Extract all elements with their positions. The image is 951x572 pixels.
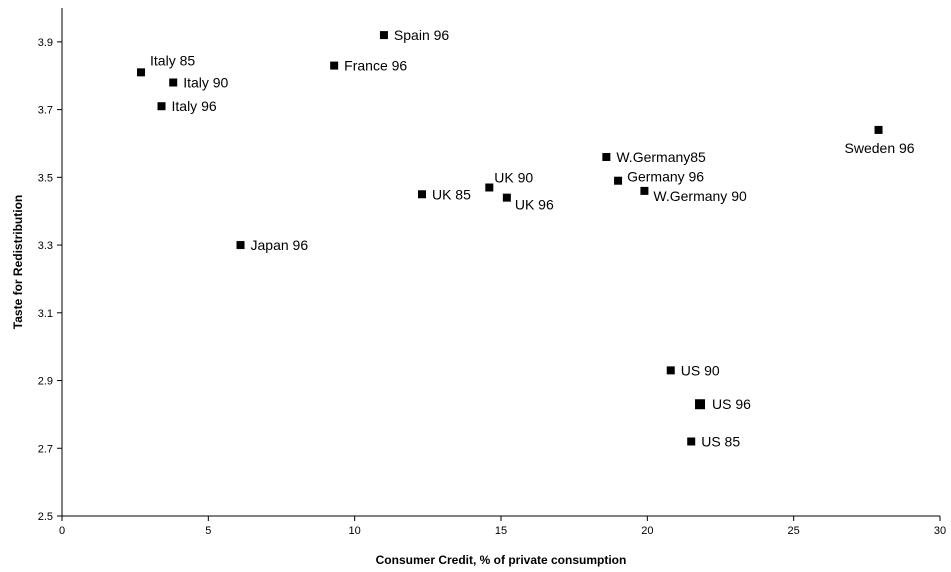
data-point [666,366,675,375]
point-label: Sweden 96 [845,140,915,156]
point-label: US 96 [712,396,751,412]
point-label: Italy 96 [172,98,217,114]
data-point [874,125,883,134]
data-point [640,186,649,195]
y-tick-label: 3.5 [38,172,53,184]
data-point [602,153,611,162]
x-tick-label: 0 [59,525,65,537]
x-tick-label: 25 [788,525,800,537]
data-point [417,190,426,199]
data-point [695,399,706,410]
data-point [485,183,494,192]
point-label: US 90 [681,362,720,378]
point-label: Italy 90 [183,75,228,91]
point-label: W.Germany 90 [653,188,747,204]
data-point [236,241,245,250]
data-point [169,78,178,87]
data-point [379,31,388,40]
data-point [502,193,511,202]
data-point [137,68,146,77]
y-tick-label: 2.7 [38,443,53,455]
data-point [157,102,166,111]
y-tick-label: 3.9 [38,37,53,49]
point-label: UK 85 [432,186,471,202]
y-axis-title: Taste for Redistribution [11,195,25,329]
y-tick-label: 3.1 [38,308,53,320]
x-tick-label: 20 [641,525,653,537]
y-tick-label: 2.9 [38,376,53,388]
data-point [330,61,339,70]
x-axis-title: Consumer Credit, % of private consumptio… [376,553,627,567]
point-label: UK 90 [494,169,533,185]
point-label: UK 96 [515,197,554,213]
point-label: France 96 [344,58,407,74]
data-point [687,437,696,446]
y-tick-label: 3.7 [38,105,53,117]
point-label: Germany 96 [627,169,704,185]
point-label: W.Germany85 [616,149,706,165]
y-tick-label: 2.5 [38,511,53,523]
x-tick-label: 15 [495,525,507,537]
point-label: Spain 96 [394,27,449,43]
x-tick-label: 10 [349,525,361,537]
x-tick-label: 30 [934,525,946,537]
point-label: Italy 85 [150,52,195,68]
data-point [614,176,623,185]
x-tick-label: 5 [205,525,211,537]
y-tick-label: 3.3 [38,240,53,252]
point-label: US 85 [701,433,740,449]
data-marks: Spain 96 France 96 Italy 85 Italy 90 Italy 9… [137,27,915,449]
point-label: Japan 96 [251,237,309,253]
axes: 0 5 10 15 20 25 30 2.5 2.7 2.9 3.1 3.3 3.5 3.7 3.9 [38,8,946,537]
